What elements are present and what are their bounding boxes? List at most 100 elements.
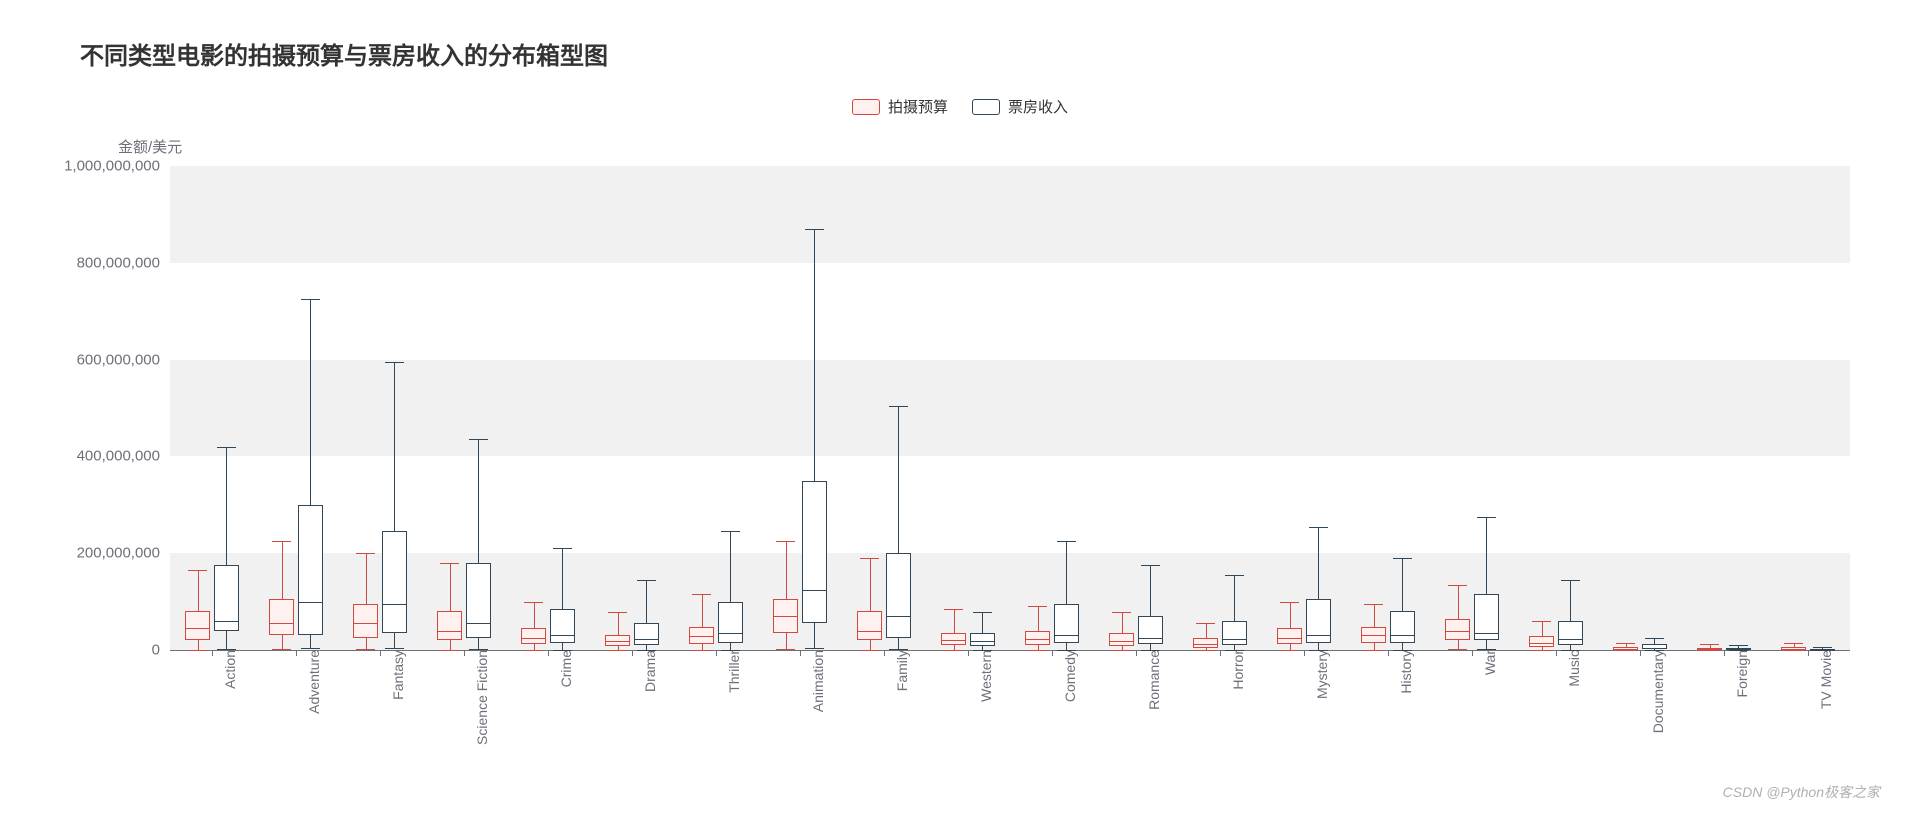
boxplot-cap [1196,623,1214,624]
y-tick-label: 600,000,000 [77,351,170,368]
chart-root: { "title": "不同类型电影的拍摄预算与票房收入的分布箱型图", "y_… [0,0,1920,814]
boxplot-median [1306,635,1331,636]
boxplot-cap [188,650,206,651]
boxplot-cap [721,650,739,651]
boxplot-median [382,604,407,605]
boxplot-cap [524,650,542,651]
boxplot-cap [1448,585,1466,586]
boxplot-cap [1112,612,1130,613]
boxplot-box[interactable] [634,623,659,645]
boxplot-box[interactable] [1445,619,1470,641]
boxplot-median [970,641,995,642]
boxplot-cap [1112,650,1130,651]
boxplot-cap [1393,558,1411,559]
boxplot-median [802,590,827,591]
boxplot-cap [692,650,710,651]
boxplot-median [1277,638,1302,639]
boxplot-cap [440,650,458,651]
boxplot-median [941,640,966,641]
boxplot-box[interactable] [941,633,966,645]
boxplot-cap [721,531,739,532]
boxplot-box[interactable] [1222,621,1247,645]
boxplot-cap [1057,650,1075,651]
boxplot-box[interactable] [382,531,407,633]
boxplot-box[interactable] [1054,604,1079,643]
y-tick-label: 400,000,000 [77,448,170,465]
boxplot-median [521,638,546,639]
boxplot-cap [1280,602,1298,603]
boxplot-cap [1028,606,1046,607]
x-tick-label: Horror [1214,650,1246,690]
x-tick-label: Crime [542,650,574,687]
boxplot-cap [1700,650,1718,651]
legend-item-budget[interactable]: 拍摄预算 [852,96,948,117]
boxplot-cap [1784,643,1802,644]
watermark: CSDN @Python极客之家 [1723,782,1880,802]
boxplot-median [353,623,378,624]
boxplot-box[interactable] [1558,621,1583,645]
boxplot-box[interactable] [1138,616,1163,644]
boxplot-cap [1196,650,1214,651]
x-tick-label: Drama [626,650,658,692]
x-tick-label: War [1466,650,1498,675]
boxplot-cap [1561,580,1579,581]
boxplot-box[interactable] [269,599,294,635]
y-tick-label: 0 [152,642,170,659]
boxplot-box[interactable] [886,553,911,638]
boxplot-cap [1393,650,1411,651]
x-tick-label: Adventure [290,650,322,714]
boxplot-box[interactable] [550,609,575,643]
boxplot-median [1361,635,1386,636]
x-tick-label: Documentary [1634,650,1666,733]
boxplot-cap [805,229,823,230]
boxplot-median [1390,635,1415,636]
boxplot-box[interactable] [1193,638,1218,648]
boxplot-median [718,633,743,634]
y-tick-label: 200,000,000 [77,545,170,562]
boxplot-cap [1532,650,1550,651]
legend-label-budget: 拍摄预算 [888,96,948,117]
boxplot-cap [385,362,403,363]
boxplot-cap [1364,650,1382,651]
boxplot-box[interactable] [802,481,827,624]
boxplot-cap [889,406,907,407]
grid-band [170,553,1850,650]
boxplot-box[interactable] [1025,631,1050,646]
boxplot-box[interactable] [437,611,462,640]
boxplot-box[interactable] [298,505,323,636]
boxplot-cap [860,650,878,651]
boxplot-cap [1364,604,1382,605]
boxplot-median [689,636,714,637]
boxplot-box[interactable] [521,628,546,644]
boxplot-box[interactable] [1277,628,1302,644]
boxplot-median [437,631,462,632]
boxplot-cap [889,649,907,650]
y-tick-label: 800,000,000 [77,254,170,271]
boxplot-cap [217,447,235,448]
boxplot-box[interactable] [185,611,210,640]
boxplot-median [1054,635,1079,636]
boxplot-cap [524,602,542,603]
boxplot-median [550,635,575,636]
boxplot-median [1025,639,1050,640]
boxplot-cap [860,558,878,559]
legend-item-revenue[interactable]: 票房收入 [972,96,1068,117]
boxplot-cap [692,594,710,595]
boxplot-median [1529,643,1554,644]
boxplot-box[interactable] [718,602,743,643]
boxplot-box[interactable] [353,604,378,638]
boxplot-box[interactable] [1109,633,1134,646]
boxplot-box[interactable] [466,563,491,638]
boxplot-median [857,631,882,632]
boxplot-median [214,621,239,622]
boxplot-box[interactable] [857,611,882,640]
boxplot-median [1193,644,1218,645]
boxplot-median [298,602,323,603]
boxplot-box[interactable] [970,633,995,646]
x-tick-label: Comedy [1046,650,1078,702]
x-tick-label: Science Fiction [458,650,490,745]
boxplot-median [1613,649,1638,650]
boxplot-cap [1225,575,1243,576]
boxplot-median [185,628,210,629]
boxplot-box[interactable] [1390,611,1415,642]
